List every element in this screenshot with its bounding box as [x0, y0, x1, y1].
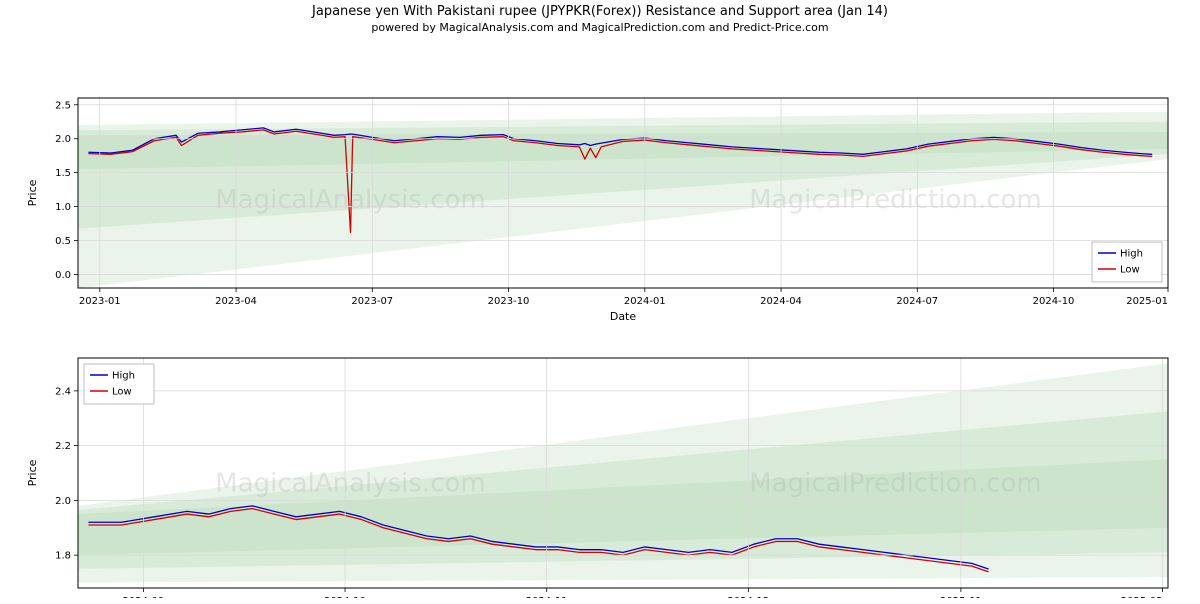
chart-svg: MagicalAnalysis.com MagicalPrediction.com…	[0, 38, 1200, 598]
ytick-label: 1.5	[55, 168, 71, 179]
xtick-label: 2024-11	[526, 596, 568, 598]
watermark: MagicalAnalysis.com	[215, 468, 485, 498]
legend-label: Low	[1120, 265, 1140, 276]
xtick-label: 2025-02	[1121, 596, 1163, 598]
ytick-label: 0.0	[55, 270, 71, 281]
ytick-label: 1.8	[55, 551, 71, 562]
ytick-label: 2.5	[55, 100, 71, 111]
xtick-label: 2023-07	[351, 296, 393, 307]
chart-subtitle: powered by MagicalAnalysis.com and Magic…	[0, 21, 1200, 34]
xtick-label: 2025-01	[1126, 296, 1168, 307]
ytick-label: 2.0	[55, 134, 71, 145]
xtick-label: 2024-04	[760, 296, 802, 307]
ytick-label: 0.5	[55, 236, 71, 247]
ylabel: Price	[26, 459, 39, 486]
chart-title: Japanese yen With Pakistani rupee (JPYPK…	[0, 4, 1200, 19]
xtick-label: 2023-01	[79, 296, 121, 307]
ytick-label: 1.0	[55, 202, 71, 213]
xtick-label: 2024-12	[727, 596, 769, 598]
watermark: MagicalPrediction.com	[749, 468, 1042, 498]
xtick-label: 2024-01	[624, 296, 666, 307]
xtick-label: 2024-07	[896, 296, 938, 307]
xtick-label: 2023-10	[488, 296, 530, 307]
ytick-label: 2.2	[55, 441, 71, 452]
ytick-label: 2.0	[55, 496, 71, 507]
charts-container: MagicalAnalysis.com MagicalPrediction.com…	[0, 38, 1200, 598]
ytick-label: 2.4	[55, 386, 71, 397]
xtick-label: 2024-10	[324, 596, 366, 598]
xtick-label: 2023-04	[215, 296, 257, 307]
ylabel: Price	[26, 179, 39, 206]
xlabel: Date	[610, 310, 637, 323]
xtick-label: 2025-01	[940, 596, 982, 598]
xtick-label: 2024-09	[123, 596, 165, 598]
legend-label: High	[112, 371, 135, 382]
xtick-label: 2024-10	[1033, 296, 1075, 307]
legend-label: Low	[112, 387, 132, 398]
watermark: MagicalPrediction.com	[749, 185, 1042, 215]
legend-label: High	[1120, 249, 1143, 260]
